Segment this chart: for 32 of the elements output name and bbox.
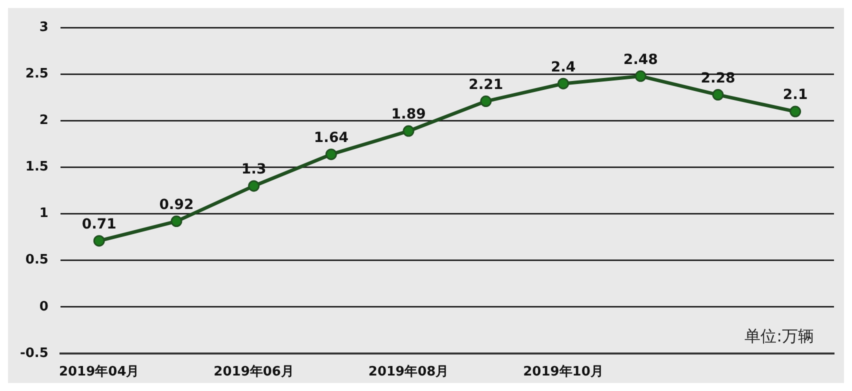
y-tick-label: -0.5 bbox=[20, 346, 48, 361]
point bbox=[634, 70, 646, 82]
data-label: 0.71 bbox=[82, 216, 116, 232]
point bbox=[248, 180, 260, 192]
x-tick-label: 2019年08月 bbox=[368, 364, 449, 380]
x-tick-label: 2019年10月 bbox=[523, 364, 604, 380]
point bbox=[170, 216, 182, 228]
point bbox=[325, 148, 337, 160]
x-tick-label: 2019年06月 bbox=[214, 364, 294, 380]
y-tick-label: 0 bbox=[39, 299, 48, 314]
data-label: 2.28 bbox=[700, 70, 736, 86]
y-tick-label: 3 bbox=[39, 20, 48, 36]
point bbox=[402, 125, 414, 137]
annotation: 单位:万辆 bbox=[744, 326, 814, 346]
data-label: 2.21 bbox=[468, 76, 504, 93]
y-tick-label: 1 bbox=[39, 206, 48, 222]
point bbox=[480, 96, 492, 108]
data-label: 2.4 bbox=[550, 59, 576, 76]
data-label: 1.64 bbox=[314, 130, 349, 146]
y-tick-label: 2 bbox=[39, 113, 48, 128]
point bbox=[790, 106, 802, 118]
y-tick-label: 1.5 bbox=[25, 160, 48, 175]
y-tick-label: 0.5 bbox=[25, 252, 48, 268]
data-label: 2.1 bbox=[782, 87, 808, 104]
point bbox=[93, 235, 105, 247]
data-label: 2.48 bbox=[623, 52, 658, 68]
data-label: 0.92 bbox=[159, 196, 194, 213]
data-label: 1.89 bbox=[391, 106, 426, 123]
point bbox=[558, 78, 569, 90]
x-tick-label: 2019年04月 bbox=[58, 364, 140, 380]
y-tick-label: 2.5 bbox=[25, 66, 48, 82]
point bbox=[712, 89, 724, 101]
